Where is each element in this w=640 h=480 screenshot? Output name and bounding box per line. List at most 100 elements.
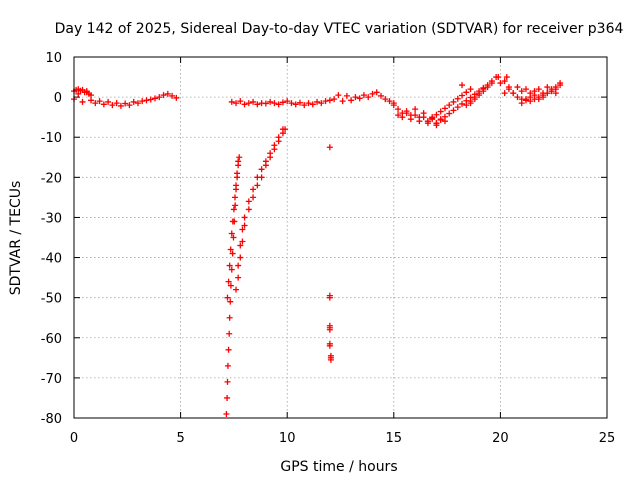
data-point: [467, 100, 474, 107]
y-tick-label: -40: [41, 252, 62, 267]
chart-title: Day 142 of 2025, Sidereal Day-to-day VTE…: [55, 21, 624, 37]
data-point: [518, 100, 525, 107]
y-tick-label: -60: [41, 332, 62, 347]
data-point: [531, 92, 538, 99]
y-tick-label: -80: [41, 412, 62, 427]
data-point: [164, 90, 171, 97]
data-point: [433, 120, 440, 127]
data-point: [239, 238, 246, 245]
data-point: [296, 99, 303, 106]
data-point: [173, 94, 180, 101]
data-point: [399, 114, 406, 121]
data-point: [267, 154, 274, 161]
data-point: [267, 98, 274, 105]
data-point: [262, 162, 269, 169]
data-point: [552, 86, 559, 93]
data-point: [322, 98, 329, 105]
data-point: [224, 294, 231, 301]
data-point: [429, 114, 436, 121]
data-point: [109, 102, 116, 109]
data-point: [348, 97, 355, 104]
data-point: [275, 138, 282, 145]
data-point: [105, 98, 112, 105]
data-point: [463, 89, 470, 96]
data-point: [335, 92, 342, 99]
data-point: [258, 174, 265, 181]
data-point: [228, 98, 235, 105]
data-point: [250, 186, 257, 193]
data-point: [544, 90, 551, 97]
x-tick-label: 25: [599, 431, 616, 446]
data-point: [227, 298, 234, 305]
data-point: [226, 330, 233, 337]
series-drop-a2: [224, 158, 242, 301]
data-point: [459, 82, 466, 89]
data-point: [126, 102, 133, 109]
data-point: [467, 86, 474, 93]
x-axis-label: GPS time / hours: [280, 459, 397, 475]
data-point: [226, 314, 233, 321]
y-axis-label: SDTVAR / TECUs: [8, 181, 24, 296]
data-point: [484, 84, 491, 91]
series-band-18h-diag-d: [467, 80, 495, 107]
data-point: [522, 86, 529, 93]
data-point: [233, 100, 240, 107]
data-point: [226, 262, 233, 269]
data-point: [420, 114, 427, 121]
data-point: [224, 394, 231, 401]
series-band-17h-diag-a: [424, 86, 474, 125]
data-point: [403, 110, 410, 117]
data-point: [271, 146, 278, 153]
data-point: [227, 282, 234, 289]
data-point: [230, 234, 237, 241]
data-point: [557, 82, 564, 89]
data-point: [495, 74, 502, 81]
data-point: [279, 130, 286, 137]
data-point: [331, 96, 338, 103]
data-point: [147, 96, 154, 103]
x-tick-label: 15: [386, 431, 403, 446]
data-point: [459, 92, 466, 99]
data-point: [386, 98, 393, 105]
data-point: [471, 96, 478, 103]
series-band-12h: [331, 89, 397, 107]
data-point: [501, 78, 508, 85]
data-point: [373, 89, 380, 96]
data-point: [271, 100, 278, 107]
y-tick-label: -70: [41, 372, 62, 387]
x-tick-label: 20: [492, 431, 509, 446]
data-point: [535, 96, 542, 103]
data-point: [369, 90, 376, 97]
data-point: [505, 86, 512, 93]
data-point: [228, 230, 235, 237]
data-point: [446, 102, 453, 109]
data-point: [254, 182, 261, 189]
data-point: [497, 80, 504, 87]
data-point: [454, 95, 461, 102]
data-point: [169, 92, 176, 99]
plot-frame: [73, 56, 608, 419]
data-point: [224, 378, 231, 385]
data-point: [301, 102, 308, 109]
data-point: [544, 84, 551, 91]
series-points-12h: [326, 144, 334, 363]
data-point: [416, 118, 423, 125]
data-point: [241, 101, 248, 108]
data-point: [441, 105, 448, 112]
data-point: [450, 107, 457, 114]
data-point: [365, 94, 372, 101]
data-point: [463, 102, 470, 109]
axis-ticks: 0 5 10 15 20 25 10 0 -10 -20 -30 -40 -50 -60 -70 -80: [41, 51, 616, 446]
data-point: [100, 101, 107, 108]
data-point: [250, 194, 257, 201]
y-tick-label: -50: [41, 292, 62, 307]
data-point: [245, 100, 252, 107]
data-point: [225, 278, 232, 285]
data-point: [282, 126, 289, 133]
data-point: [88, 97, 95, 104]
data-point: [527, 94, 534, 101]
data-point: [234, 170, 241, 177]
data-point: [476, 92, 483, 99]
data-point: [152, 95, 159, 102]
